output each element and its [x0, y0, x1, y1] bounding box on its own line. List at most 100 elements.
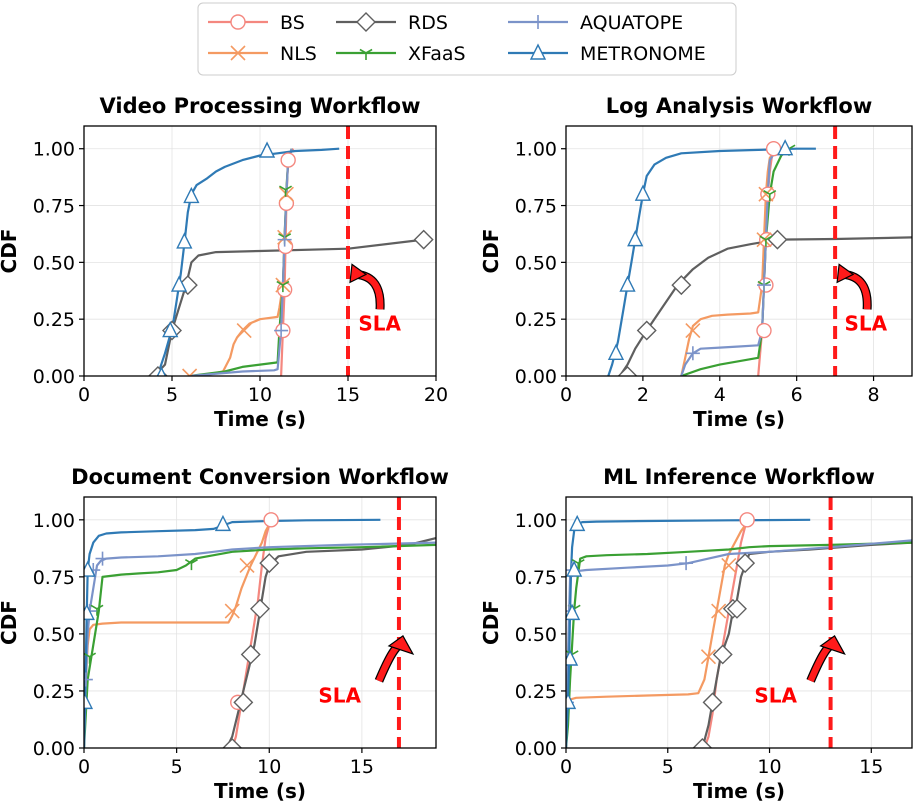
- legend-label-aquatope: AQUATOPE: [580, 12, 683, 34]
- y-tick-label: 0.50: [33, 252, 75, 274]
- legend-label-metronome: METRONOME: [580, 43, 706, 65]
- data-point-rds: [726, 598, 747, 619]
- legend-label-xfaas: XFaaS: [408, 43, 466, 65]
- series-line-bs: [231, 519, 274, 748]
- x-tick-label: 15: [336, 384, 360, 406]
- series-line-nls: [84, 519, 274, 748]
- y-tick-label: 0.50: [515, 624, 557, 646]
- y-axis-label: CDF: [479, 600, 503, 645]
- sla-arrow-head: [836, 263, 855, 284]
- y-tick-label: 0.00: [33, 738, 75, 760]
- legend: BS NLS RDS XFaaS AQUATOPE METRONOME: [197, 2, 737, 76]
- y-tick-label: 0.25: [33, 309, 75, 331]
- data-point-rds: [692, 738, 713, 748]
- data-point-nls: [685, 322, 701, 339]
- x-tick-label: 10: [248, 384, 272, 406]
- series-line-xfaas: [84, 543, 436, 748]
- data-point-xfaas: [279, 185, 293, 197]
- data-point-aquatope: [95, 551, 110, 566]
- legend-item-aquatope: AQUATOPE: [508, 12, 683, 34]
- data-point-nls: [756, 232, 772, 248]
- y-axis-label: CDF: [479, 229, 503, 274]
- data-point-rds: [617, 366, 638, 376]
- data-point-metronome: [566, 692, 577, 710]
- data-point-bs: [280, 152, 296, 168]
- data-point-rds: [250, 598, 270, 619]
- y-tick-label: 1.00: [515, 139, 557, 161]
- y-tick-label: 0.00: [33, 366, 75, 388]
- data-point-rds: [259, 553, 280, 574]
- legend-marker-aquatope: [531, 15, 545, 29]
- x-axis-label: Time (s): [693, 407, 785, 431]
- x-tick-label: 15: [859, 756, 883, 778]
- data-point-metronome: [634, 184, 652, 201]
- chart-panel-2: SLA 0 2 4 6 8 0.00 0.25 0.50 0.75 1.00 Log Analysis…: [479, 94, 913, 431]
- x-tick-label: 4: [714, 384, 726, 406]
- data-point-metronome: [566, 560, 583, 577]
- series-line-rds: [153, 238, 428, 376]
- y-tick-label: 0.00: [515, 366, 557, 388]
- data-point-bs: [756, 322, 772, 339]
- data-point-xfaas: [90, 604, 104, 616]
- sla-arrow-head: [349, 263, 368, 284]
- x-axis-label: Time (s): [214, 779, 306, 803]
- x-axis-label: Time (s): [214, 407, 306, 431]
- x-tick-label: 5: [662, 756, 674, 778]
- data-point-aquatope: [685, 346, 700, 361]
- data-point-bs: [278, 195, 295, 211]
- x-tick-label: 0: [78, 384, 90, 406]
- data-point-metronome: [777, 139, 794, 156]
- sla-label: SLA: [318, 684, 361, 708]
- x-tick-label: 2: [637, 384, 649, 406]
- y-axis-label: CDF: [0, 600, 21, 645]
- sla-label: SLA: [358, 312, 401, 336]
- data-point-nls: [721, 557, 737, 574]
- data-point-metronome: [258, 141, 276, 158]
- series-group: [566, 512, 912, 748]
- chart-panel-1: SLA 0 5 10 15 20 0.00 0.25 0.50 0.75 1.00 Video Pro…: [0, 94, 448, 431]
- y-tick-label: 0.75: [33, 567, 75, 589]
- series-line-xfaas: [566, 541, 912, 748]
- data-point-rds: [222, 738, 243, 748]
- legend-item-rds: RDS: [336, 12, 448, 34]
- data-point-metronome: [607, 343, 625, 360]
- data-point-nls: [711, 603, 727, 619]
- y-tick-label: 0.00: [515, 738, 557, 760]
- data-point-aquatope: [274, 323, 289, 338]
- sla-label: SLA: [845, 312, 888, 336]
- data-point-metronome: [156, 366, 167, 376]
- data-point-xfaas: [763, 189, 777, 202]
- x-tick-label: 15: [350, 756, 374, 778]
- sla-label: SLA: [754, 684, 797, 708]
- legend-item-bs: BS: [208, 12, 305, 34]
- y-tick-label: 0.50: [515, 252, 557, 274]
- data-point-bs: [263, 512, 279, 528]
- series-group: [84, 512, 436, 748]
- chart-title: ML Inference Workflow: [603, 465, 875, 489]
- data-point-metronome: [176, 232, 193, 249]
- legend-label-rds: RDS: [408, 12, 448, 34]
- data-point-metronome: [566, 603, 581, 621]
- data-point-metronome: [627, 230, 644, 247]
- data-point-rds: [712, 644, 733, 665]
- series-line-aquatope: [189, 148, 293, 376]
- data-point-nls: [224, 603, 240, 619]
- data-point-metronome: [84, 603, 95, 621]
- data-point-metronome: [619, 275, 636, 292]
- series-group: [607, 139, 912, 376]
- data-point-rds: [735, 553, 756, 574]
- data-point-metronome: [214, 514, 232, 532]
- x-tick-label: 5: [171, 756, 183, 778]
- y-tick-label: 1.00: [33, 139, 75, 161]
- data-point-rds: [636, 320, 657, 341]
- y-tick-label: 0.50: [33, 624, 75, 646]
- x-tick-label: 0: [560, 384, 572, 406]
- chart-panel-4: SLA 0 5 10 15 0.00 0.25 0.50 0.75 1.00 ML Inferenc…: [479, 465, 913, 803]
- data-point-aquatope: [84, 672, 93, 687]
- legend-item-metronome: METRONOME: [508, 43, 706, 65]
- x-tick-label: 10: [257, 756, 281, 778]
- data-point-aquatope: [756, 278, 771, 293]
- data-point-rds: [233, 692, 254, 713]
